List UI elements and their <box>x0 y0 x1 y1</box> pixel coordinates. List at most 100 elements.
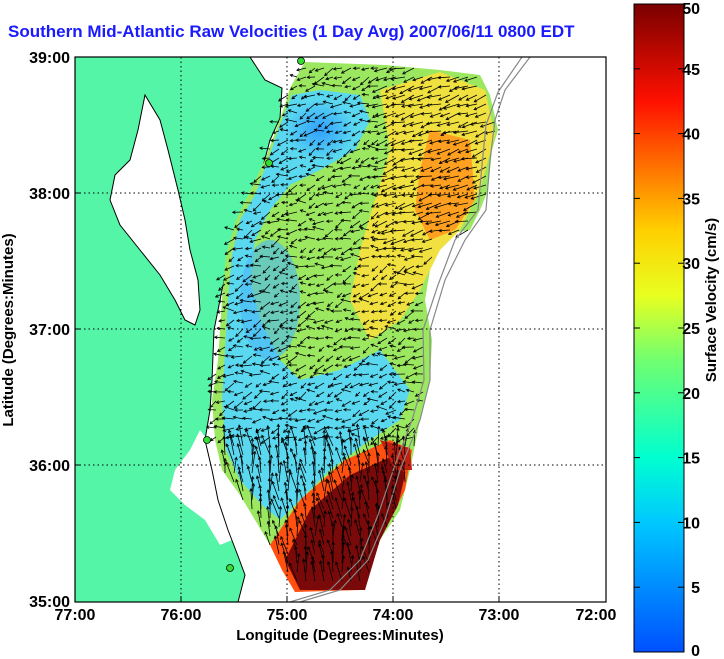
velocity-vector <box>291 283 298 290</box>
velocity-vector <box>383 112 397 118</box>
velocity-vector-head <box>302 446 307 451</box>
velocity-vector-head <box>398 458 402 463</box>
velocity-vector-head <box>294 396 299 401</box>
velocity-vector-head <box>237 257 241 262</box>
velocity-vector-head <box>325 425 330 430</box>
velocity-vector <box>385 437 388 456</box>
velocity-vector <box>298 463 307 483</box>
velocity-vector <box>240 370 253 375</box>
velocity-vector-head <box>279 461 283 466</box>
velocity-vector-head <box>244 384 249 388</box>
velocity-vector-head <box>363 141 367 146</box>
velocity-vector <box>376 405 388 411</box>
velocity-vector-head <box>216 348 221 352</box>
velocity-vector-head <box>216 310 221 314</box>
velocity-vector-head <box>289 275 294 279</box>
velocity-vector <box>352 85 361 90</box>
velocity-vector <box>225 436 235 439</box>
y-tick-label: 37:00 <box>29 322 70 339</box>
velocity-vector <box>385 202 397 206</box>
velocity-vector-head <box>308 218 313 222</box>
velocity-vector <box>393 184 406 190</box>
velocity-vector <box>389 292 397 297</box>
velocity-vector <box>335 447 343 465</box>
velocity-vector-head <box>396 348 401 352</box>
velocity-vector-head <box>401 168 405 172</box>
velocity-vector <box>437 193 451 196</box>
velocity-vector <box>374 520 379 537</box>
velocity-vector-head <box>274 472 279 477</box>
velocity-vector <box>341 67 352 74</box>
velocity-vector-head <box>294 123 299 128</box>
velocity-vector-head <box>396 321 401 325</box>
velocity-vector <box>206 426 217 429</box>
radar-stations <box>203 57 305 572</box>
velocity-vector-head <box>288 289 292 294</box>
velocity-vector-head <box>306 408 311 412</box>
velocity-vector <box>271 211 280 217</box>
velocity-vector <box>267 521 271 537</box>
velocity-vector <box>288 290 298 294</box>
velocity-vector <box>457 112 469 115</box>
velocity-vector-head <box>308 152 313 157</box>
velocity-vector <box>381 466 388 483</box>
velocity-vector <box>228 256 235 262</box>
velocity-vector-head <box>287 176 292 180</box>
velocity-vector <box>236 433 244 456</box>
velocity-vector-head <box>271 376 275 380</box>
velocity-vector <box>282 382 289 388</box>
velocity-vector-head <box>315 147 319 151</box>
velocity-vector <box>408 148 424 155</box>
velocity-vector-head <box>411 380 416 384</box>
velocity-vector-head <box>384 224 389 228</box>
velocity-vector <box>402 229 415 237</box>
velocity-vector <box>245 255 253 258</box>
velocity-vector-head <box>378 309 382 314</box>
velocity-vector-head <box>396 399 401 404</box>
velocity-vector-head <box>380 401 384 405</box>
velocity-vector <box>359 462 364 483</box>
velocity-vector <box>395 435 399 456</box>
velocity-vector-head <box>370 319 375 323</box>
velocity-vector <box>363 319 370 325</box>
velocity-vector <box>439 229 451 232</box>
velocity-vector-head <box>225 293 230 297</box>
velocity-vector <box>259 220 271 225</box>
velocity-vector-head <box>217 366 221 370</box>
velocity-vector-head <box>287 156 292 161</box>
velocity-vector-head <box>261 245 266 249</box>
velocity-vector <box>418 202 433 208</box>
velocity-vector <box>277 454 280 474</box>
velocity-vector-head <box>334 273 339 277</box>
velocity-vector-head <box>318 514 322 518</box>
velocity-vector-head <box>380 512 385 517</box>
velocity-vector <box>267 319 280 322</box>
velocity-vector <box>253 319 262 328</box>
velocity-vector <box>358 491 361 510</box>
velocity-vector-head <box>340 251 345 256</box>
velocity-vector <box>306 274 316 280</box>
velocity-vector-head <box>376 352 381 356</box>
velocity-vector-head <box>442 130 447 135</box>
velocity-vector-head <box>299 340 304 345</box>
velocity-vector-head <box>236 276 240 280</box>
velocity-vector-head <box>299 255 303 259</box>
velocity-vector-head <box>398 185 403 190</box>
velocity-vector-head <box>244 246 249 251</box>
velocity-vector-head <box>232 344 237 348</box>
velocity-vector-head <box>213 424 218 429</box>
velocity-vector-head <box>309 158 314 163</box>
velocity-vector-head <box>288 244 293 248</box>
velocity-vector-head <box>404 291 408 296</box>
velocity-vector-head <box>465 149 469 154</box>
velocity-vector <box>410 112 424 118</box>
velocity-vector-head <box>447 152 451 156</box>
velocity-vector <box>419 247 433 253</box>
velocity-vector-head <box>403 402 408 406</box>
velocity-vector-head <box>221 424 226 428</box>
velocity-vector <box>402 436 406 456</box>
velocity-vector-head <box>311 492 316 497</box>
velocity-vector-head <box>335 203 340 207</box>
velocity-vector-head <box>378 375 383 379</box>
velocity-vector <box>254 346 262 351</box>
